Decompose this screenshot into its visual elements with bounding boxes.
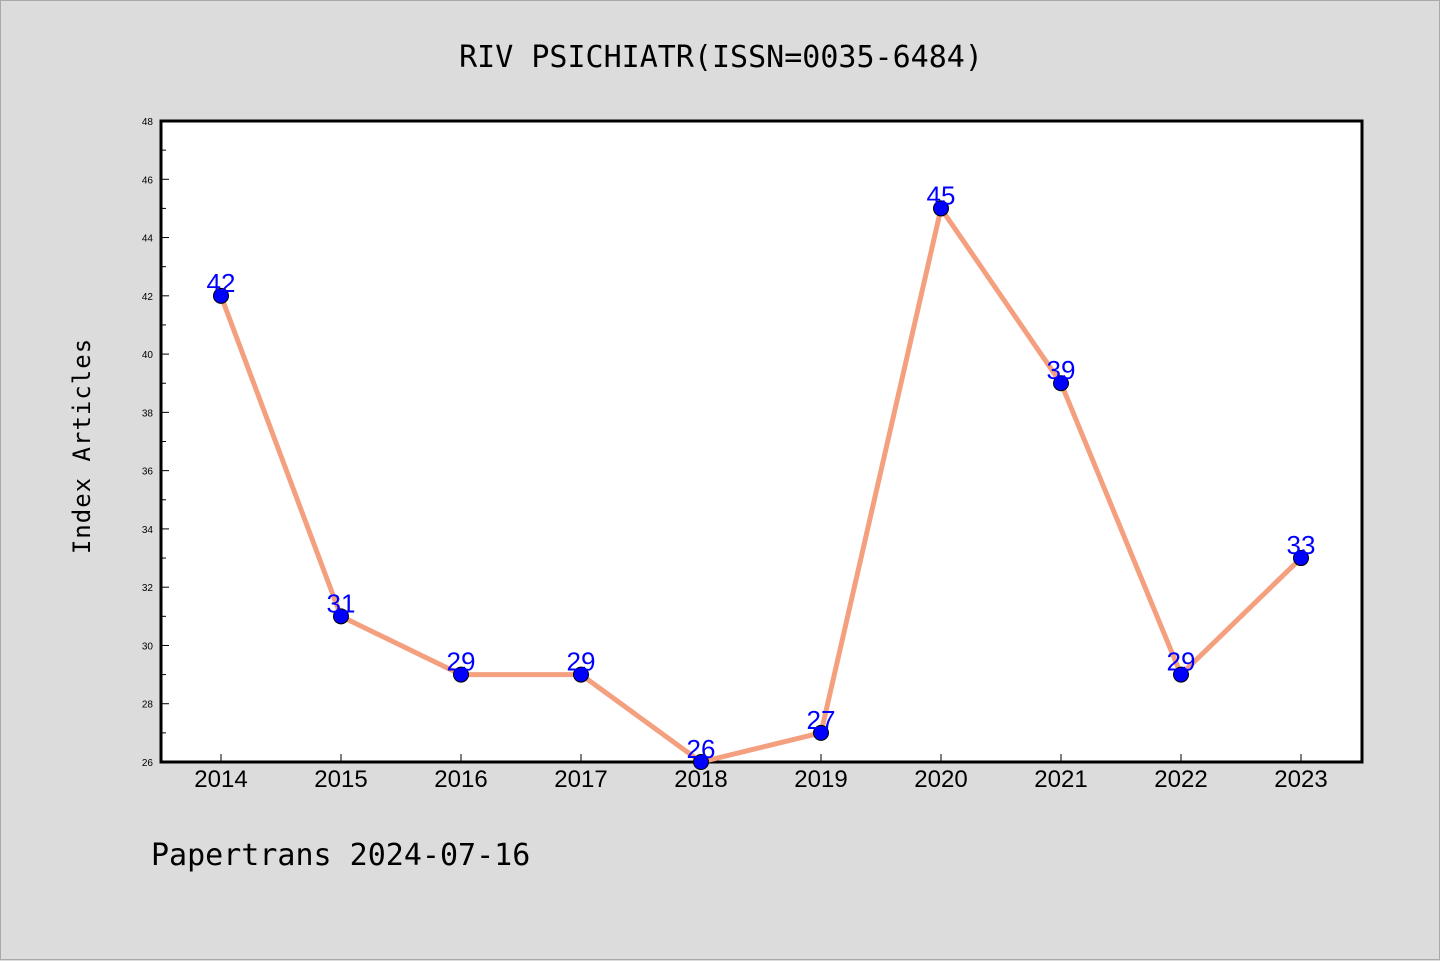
series-index-articles [213, 200, 1309, 770]
data-label: 42 [207, 268, 236, 298]
x-tick-label: 2015 [314, 766, 367, 793]
y-tick-label: 34 [142, 525, 154, 536]
data-label: 31 [327, 588, 356, 618]
data-label: 26 [687, 734, 716, 764]
data-point [213, 287, 229, 304]
y-tick-label: 44 [142, 234, 154, 245]
x-axis: 2014 2015 2016 2017 2018 2019 2020 2021 2022 2023 [194, 754, 1328, 793]
data-label: 33 [1287, 530, 1316, 560]
x-tick-label: 2023 [1274, 766, 1327, 793]
y-tick-label: 38 [142, 408, 154, 419]
x-tick-label: 2017 [554, 766, 607, 793]
y-tick-label: 30 [142, 641, 154, 652]
y-tick-label: 48 [142, 117, 154, 128]
x-tick-label: 2016 [434, 766, 487, 793]
x-tick-label: 2014 [194, 766, 247, 793]
chart-title: RIV PSICHIATR(ISSN=0035-6484) [459, 40, 983, 75]
data-label: 29 [447, 647, 476, 677]
data-label: 29 [1167, 647, 1196, 677]
data-label: 45 [927, 180, 956, 210]
y-tick-label: 26 [142, 758, 154, 769]
data-point [333, 608, 349, 625]
y-axis: 26 28 30 32 34 36 38 40 42 44 46 48 [142, 117, 169, 769]
y-tick-label: 42 [142, 292, 154, 303]
data-label: 29 [567, 647, 596, 677]
data-label: 27 [807, 705, 836, 735]
x-tick-label: 2020 [914, 766, 967, 793]
data-point [453, 666, 469, 683]
x-tick-label: 2018 [674, 766, 727, 793]
plot-area [159, 119, 1364, 764]
x-tick-label: 2019 [794, 766, 847, 793]
y-axis-label: Index Articles [68, 338, 96, 554]
data-point [1293, 550, 1309, 567]
data-point [1053, 375, 1069, 392]
data-point [1173, 666, 1189, 683]
data-point [933, 200, 949, 217]
y-tick-label: 28 [142, 700, 154, 711]
y-tick-label: 36 [142, 467, 154, 478]
data-point [813, 724, 829, 741]
y-tick-label: 40 [142, 350, 154, 361]
data-point [693, 754, 709, 770]
y-tick-label: 46 [142, 175, 154, 186]
x-tick-label: 2022 [1154, 766, 1207, 793]
x-tick-label: 2021 [1034, 766, 1087, 793]
footer-source: Papertrans 2024-07-16 [151, 838, 530, 873]
data-labels: 42 31 29 29 26 27 45 39 29 33 [207, 180, 1316, 764]
data-point [573, 666, 589, 683]
y-tick-label: 32 [142, 583, 154, 594]
series-line [218, 205, 1304, 765]
data-label: 39 [1047, 355, 1076, 385]
